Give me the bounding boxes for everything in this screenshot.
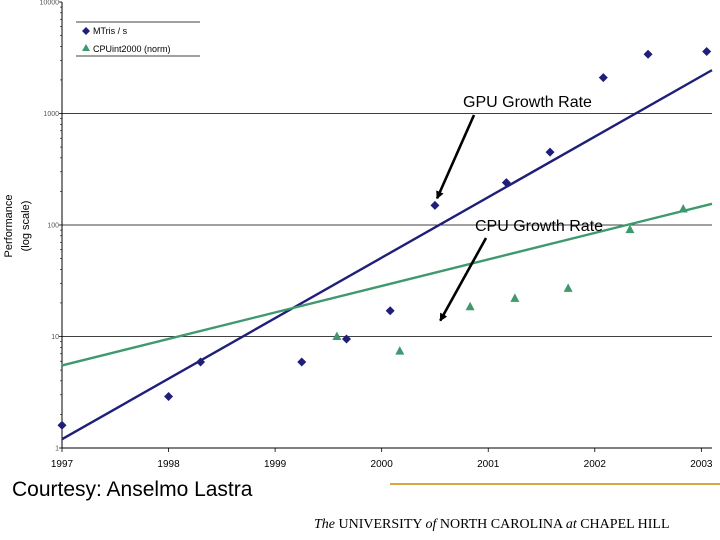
- annotation-cpu-growth-rate: CPU Growth Rate: [475, 218, 603, 235]
- footer-of: of: [425, 517, 437, 532]
- legend-triangle-marker: [82, 44, 90, 51]
- x-tick-label-1999: 1999: [264, 459, 287, 470]
- footer-university: UNIVERSITY: [338, 517, 422, 532]
- x-tick-label-2003: 2003: [690, 459, 713, 470]
- gpu-point-9: [598, 73, 608, 83]
- performance-chart: 1 10 100 1000 10000 1997 1998 1999 2000 2001 2002…: [3, 0, 713, 470]
- annotation-arrow-gpu: [435, 114, 476, 200]
- cpu-point-2: [465, 301, 475, 311]
- x-tick-label-1997: 1997: [51, 459, 74, 470]
- cpu-point-1: [395, 346, 405, 355]
- x-tick-labels: 1997 1998 1999 2000 2001 2002 2003: [51, 459, 713, 470]
- trend-line-gpu: [61, 69, 713, 441]
- gpu-point-2: [196, 357, 206, 367]
- cpu-point-4: [563, 283, 573, 292]
- legend-label-cpu: CPUint2000 (norm): [93, 44, 171, 54]
- footer-north-carolina: NORTH CAROLINA: [439, 517, 563, 532]
- trend-lines: [61, 69, 713, 441]
- legend-label-gpu: MTris / s: [93, 26, 128, 36]
- gpu-point-8: [545, 147, 555, 157]
- trend-line-cpu: [61, 202, 713, 367]
- plot-axes: [59, 1, 712, 452]
- y-tick-labels: 1 10 100 1000 10000: [40, 0, 60, 453]
- x-tick-label-2002: 2002: [584, 459, 607, 470]
- y-tick-label-1000: 1000: [43, 111, 59, 118]
- x-tick-label-2001: 2001: [477, 459, 500, 470]
- y-tick-label-10000: 10000: [40, 0, 60, 7]
- cpu-point-5: [625, 224, 635, 234]
- gpu-point-6: [430, 200, 440, 210]
- x-tick-label-1998: 1998: [157, 459, 180, 470]
- x-tick-label-2000: 2000: [371, 459, 394, 470]
- footer-rule: [390, 483, 720, 485]
- annotation-gpu-growth-rate: GPU Growth Rate: [463, 94, 592, 111]
- gpu-point-7: [501, 178, 511, 188]
- university-footer: The UNIVERSITY of NORTH CAROLINA at CHAP…: [314, 517, 670, 533]
- gpu-point-1: [164, 391, 174, 401]
- y-axis-label-line-1: Performance: [3, 195, 15, 258]
- legend: MTris / s CPUint2000 (norm): [76, 21, 200, 57]
- footer-at: at: [565, 517, 577, 532]
- footer-chapel-hill: CHAPEL HILL: [580, 517, 670, 532]
- y-tick-label-10: 10: [51, 334, 59, 341]
- grid-lines: [62, 113, 712, 337]
- gpu-point-11: [702, 46, 712, 56]
- gpu-point-0: [57, 420, 67, 430]
- gpu-point-4: [342, 334, 352, 344]
- legend-diamond-marker: [82, 27, 90, 35]
- y-axis-label: Performance (log scale): [3, 195, 32, 258]
- cpu-point-6: [678, 204, 688, 213]
- cpu-point-0: [332, 331, 342, 340]
- footer-the: The: [314, 517, 335, 532]
- data-markers: [57, 46, 712, 430]
- gpu-point-5: [385, 306, 395, 316]
- credit-text: Courtesy: Anselmo Lastra: [12, 478, 253, 501]
- y-tick-label-1: 1: [55, 446, 59, 453]
- cpu-point-3: [510, 293, 520, 302]
- annotation-arrow-cpu: [439, 237, 488, 322]
- annotations: GPU Growth Rate CPU Growth Rate: [435, 94, 603, 322]
- y-tick-label-100: 100: [47, 223, 59, 230]
- gpu-point-10: [643, 49, 653, 59]
- y-axis-label-line-2: (log scale): [20, 201, 32, 252]
- gpu-point-3: [297, 357, 307, 367]
